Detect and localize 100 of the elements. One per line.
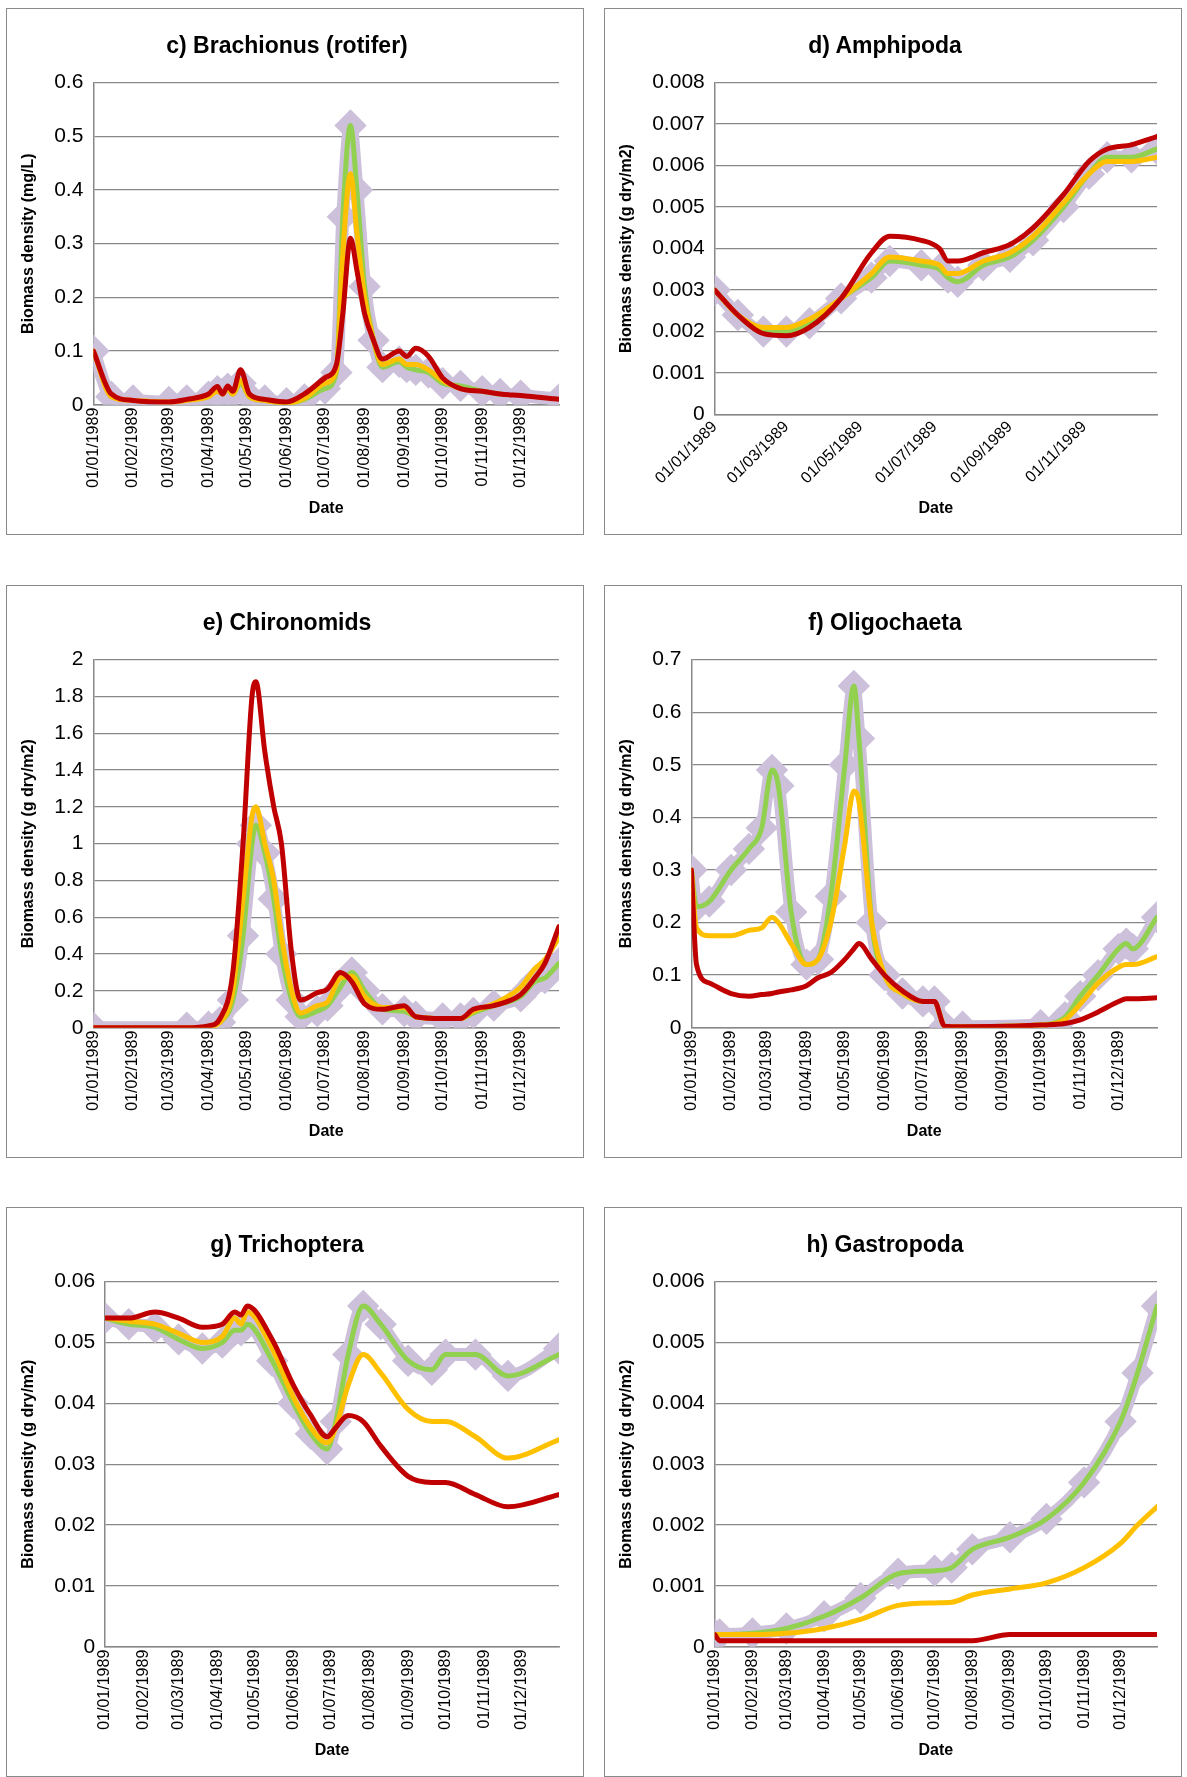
y-tick-label: 0.7	[652, 646, 682, 670]
x-tick-label: 01/07/1989	[913, 1030, 931, 1111]
x-tick-label: 01/03/1989	[159, 407, 177, 488]
x-tick-label: 01/01/1989	[83, 407, 101, 488]
y-tick-label: 0	[83, 1633, 96, 1657]
y-tick-label: 1.6	[54, 720, 84, 744]
y-tick-label: 0.5	[54, 123, 84, 147]
x-tick-label: 01/05/1989	[835, 1030, 853, 1111]
x-tick-label: 01/06/1989	[283, 1649, 301, 1730]
y-tick-label: 0.6	[54, 904, 84, 928]
x-tick-label: 01/10/1989	[435, 1649, 453, 1730]
y-tick-label: 0	[693, 1633, 705, 1657]
y-axis-title: Biomass density (g dry/m2)	[19, 739, 37, 949]
x-tick-label: 01/03/1989	[776, 1649, 794, 1730]
x-tick-label: 01/03/1989	[159, 1030, 177, 1111]
x-tick-label: 01/07/1989	[315, 1030, 333, 1111]
x-tick-label: 01/10/1989	[1031, 1030, 1048, 1111]
x-tick-label: 01/07/1989	[925, 1649, 943, 1730]
x-tick-label: 01/11/1989	[1070, 1030, 1088, 1110]
x-tick-label: 01/08/1989	[962, 1649, 980, 1730]
y-axis-title: Biomass density (g dry/m2)	[617, 1359, 635, 1569]
x-axis-title: Date	[308, 498, 344, 516]
x-tick-label: 01/06/1989	[276, 1030, 294, 1111]
y-tick-label: 0.002	[652, 318, 705, 342]
y-tick-label: 0.2	[54, 284, 84, 308]
y-tick-label: 0.2	[54, 977, 84, 1001]
y-tick-label: 0.004	[652, 235, 706, 259]
x-tick-label: 01/08/1989	[952, 1030, 970, 1111]
y-tick-label: 0.3	[652, 856, 682, 880]
y-tick-label: 0.8	[54, 867, 84, 891]
x-tick-label: 01/10/1989	[433, 1030, 450, 1111]
y-tick-label: 0.004	[652, 1390, 706, 1414]
chart-title: g) Trichoptera	[210, 1231, 364, 1258]
x-tick-label: 01/08/1989	[354, 407, 372, 488]
x-tick-label: 01/01/1989	[83, 1030, 101, 1111]
x-tick-label: 01/04/1989	[198, 1030, 216, 1111]
x-tick-label: 01/01/1989	[681, 1030, 699, 1111]
x-tick-label: 01/05/1989	[237, 407, 255, 488]
y-tick-label: 0.05	[54, 1329, 96, 1353]
y-tick-label: 0.6	[652, 698, 682, 722]
y-tick-label: 0.1	[54, 337, 84, 361]
x-tick-label: 01/02/1989	[721, 1030, 739, 1111]
y-tick-label: 0.1	[652, 961, 682, 985]
x-tick-label: 01/11/1989	[472, 407, 490, 487]
x-axis-title: Date	[918, 1740, 954, 1758]
y-tick-label: 1	[71, 830, 84, 854]
y-tick-label: 0.006	[652, 152, 705, 176]
y-axis-title: Biomass density (mg/L)	[19, 153, 37, 334]
x-tick-label: 01/04/1989	[207, 1649, 225, 1730]
x-tick-label: 01/06/1989	[276, 407, 294, 488]
y-axis-title: Biomass density (g dry/m2)	[617, 144, 635, 354]
x-tick-label: 01/07/1989	[315, 407, 333, 488]
x-tick-label: 01/09/1989	[394, 407, 412, 488]
y-tick-label: 1.2	[54, 793, 84, 817]
x-tick-label: 01/03/1989	[757, 1030, 775, 1111]
y-tick-label: 0.5	[652, 751, 682, 775]
y-tick-label: 0.4	[652, 804, 682, 828]
x-tick-label: 01/10/1989	[1036, 1649, 1054, 1730]
y-tick-label: 0.02	[54, 1511, 96, 1535]
x-tick-label: 01/09/1989	[398, 1649, 416, 1730]
y-tick-label: 0.001	[652, 359, 705, 383]
y-tick-label: 0.3	[54, 230, 84, 254]
x-tick-label: 01/12/1989	[1109, 1030, 1127, 1111]
x-tick-label: 01/11/1989	[472, 1030, 490, 1110]
x-tick-label: 01/09/1989	[1000, 1649, 1018, 1730]
y-tick-label: 0	[71, 1014, 84, 1038]
x-tick-label: 01/09/1989	[992, 1030, 1010, 1111]
x-tick-label: 01/08/1989	[354, 1030, 372, 1111]
x-tick-label: 01/03/1989	[169, 1649, 187, 1730]
chart-title: c) Brachionus (rotifer)	[166, 32, 408, 59]
x-tick-label: 01/04/1989	[814, 1649, 832, 1730]
y-tick-label: 0.003	[652, 1450, 705, 1474]
x-tick-label: 01/05/1989	[245, 1649, 263, 1730]
x-tick-label: 01/07/1989	[321, 1649, 339, 1730]
y-tick-label: 1.8	[54, 683, 84, 707]
x-tick-label: 01/04/1989	[198, 407, 216, 488]
x-tick-label: 01/06/1989	[874, 1030, 892, 1111]
y-axis-title: Biomass density (g dry/m2)	[617, 739, 635, 949]
y-tick-label: 0.4	[54, 176, 84, 200]
y-tick-label: 0.06	[54, 1268, 96, 1292]
y-tick-label: 2	[71, 646, 84, 670]
y-tick-label: 0	[669, 1014, 682, 1038]
y-tick-label: 0.4	[54, 940, 84, 964]
y-tick-label: 0.01	[54, 1572, 96, 1596]
chart-title: d) Amphipoda	[808, 32, 963, 59]
x-tick-label: 01/02/1989	[123, 1030, 141, 1111]
y-axis-title: Biomass density (g dry/m2)	[19, 1359, 37, 1569]
x-tick-label: 01/11/1989	[1074, 1649, 1092, 1729]
x-tick-label: 01/01/1989	[705, 1649, 723, 1730]
x-tick-label: 01/05/1989	[850, 1649, 868, 1730]
y-tick-label: 0.04	[54, 1390, 96, 1414]
x-tick-label: 01/02/1989	[123, 407, 141, 488]
x-tick-label: 01/09/1989	[394, 1030, 412, 1111]
x-tick-label: 01/02/1989	[134, 1649, 152, 1730]
y-tick-label: 0	[71, 391, 84, 415]
y-tick-label: 0	[693, 401, 705, 425]
x-tick-label: 01/08/1989	[359, 1649, 377, 1730]
x-tick-label: 01/04/1989	[796, 1030, 814, 1111]
y-tick-label: 0.007	[652, 110, 705, 134]
y-tick-label: 0.2	[652, 909, 682, 933]
